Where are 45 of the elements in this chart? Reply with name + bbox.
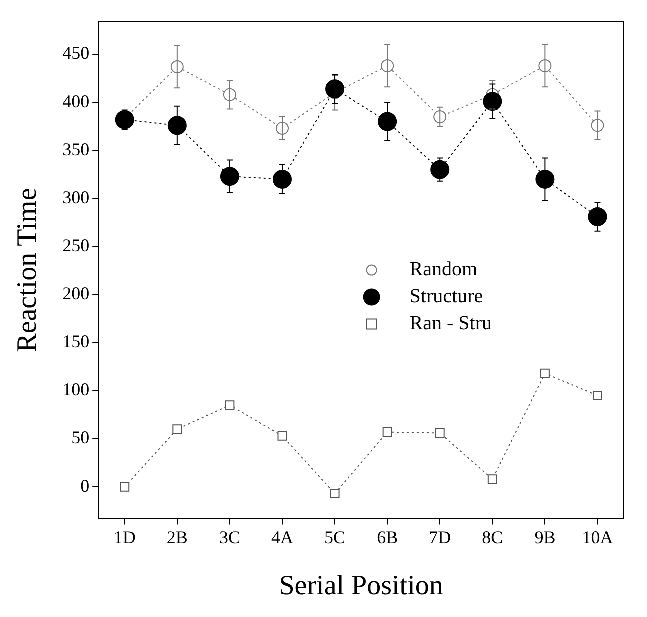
- y-tick-label: 200: [62, 284, 90, 304]
- x-tick-label: 7D: [429, 527, 452, 548]
- point: [120, 482, 130, 492]
- x-tick-label: 4A: [271, 527, 294, 548]
- x-tick-label: 8C: [482, 527, 504, 548]
- x-tick-label: 6B: [377, 527, 398, 548]
- x-tick-label: 5C: [324, 527, 346, 548]
- point: [225, 400, 235, 410]
- point: [382, 428, 392, 438]
- y-tick-label: 150: [62, 332, 90, 352]
- y-tick-label: 0: [80, 476, 90, 496]
- y-tick-label: 300: [62, 187, 90, 208]
- point: [220, 167, 240, 186]
- x-tick-label: 2B: [166, 527, 188, 548]
- point: [172, 424, 182, 434]
- y-tick-label: 400: [62, 91, 90, 112]
- point: [115, 110, 134, 130]
- legend-label: Structure: [410, 286, 484, 308]
- y-tick-label: 250: [62, 235, 90, 256]
- point: [540, 368, 550, 378]
- point: [272, 170, 292, 189]
- point: [435, 428, 445, 438]
- y-tick-label: 350: [62, 139, 90, 160]
- y-tick-label: 100: [62, 380, 90, 400]
- x-tick-label: 9B: [534, 527, 556, 548]
- y-tick-label: 50: [72, 428, 90, 448]
- point: [488, 474, 498, 484]
- point: [278, 431, 288, 441]
- point: [588, 207, 608, 226]
- point: [430, 160, 450, 180]
- point: [483, 92, 502, 112]
- point: [378, 112, 398, 132]
- y-tick-label: 450: [62, 43, 90, 64]
- x-tick-label: 1D: [114, 527, 136, 548]
- y-axis-title: Reaction Time: [12, 188, 44, 352]
- point: [536, 170, 555, 189]
- point: [168, 116, 187, 136]
- legend-label: Ran - Stru: [410, 312, 492, 335]
- point: [330, 489, 340, 499]
- point: [592, 391, 602, 400]
- x-tick-label: 10A: [582, 527, 614, 548]
- point: [326, 80, 345, 99]
- x-axis-title: Serial Position: [279, 570, 444, 602]
- x-tick-label: 3C: [219, 527, 240, 548]
- legend-label: Random: [410, 258, 478, 281]
